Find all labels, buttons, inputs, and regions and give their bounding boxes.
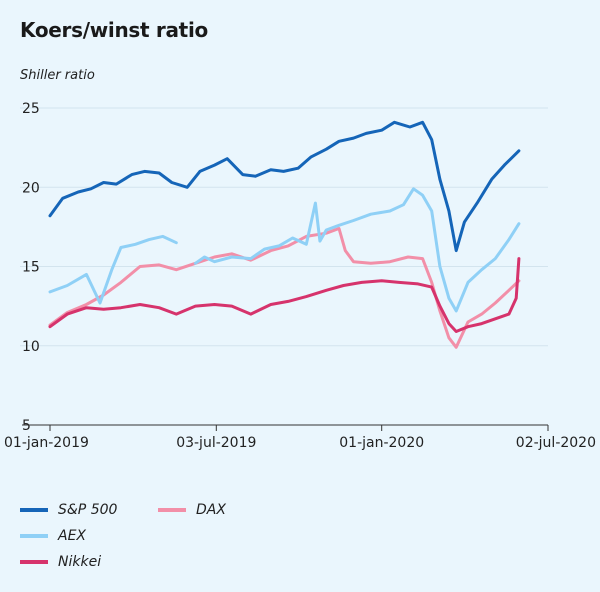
legend-item-nikkei: Nikkei [20,554,101,570]
y-tick-label: 15 [22,260,40,276]
x-tick-label: 02-jul-2020 [516,435,596,451]
legend-item-aex: AEX [20,528,86,544]
legend-swatch-sp500 [20,508,48,512]
gridlines [20,107,548,347]
legend-swatch-nikkei [20,560,48,564]
legend-item-sp500: S&P 500 [20,502,117,518]
legend: S&P 500 DAX AEX Nikkei [20,496,320,580]
x-tick-label: 01-jan-2020 [339,435,424,451]
chart-title: Koers/winst ratio [20,18,208,42]
legend-label-sp500: S&P 500 [58,502,118,518]
y-tick-label: 10 [22,339,40,355]
series-line-aex [48,187,521,313]
x-axis: 01-jan-2019 03-jul-2019 01-jan-2020 02-jul-… [4,424,596,451]
legend-item-dax: DAX [158,502,226,518]
x-tick-label: 03-jul-2019 [176,435,256,451]
legend-swatch-aex [20,534,48,538]
legend-label-dax: DAX [196,502,226,518]
legend-label-aex: AEX [58,528,87,544]
series-line-dax [48,227,521,349]
legend-label-nikkei: Nikkei [58,554,102,570]
y-axis-label: Shiller ratio [20,68,95,83]
legend-swatch-dax [158,508,186,512]
y-tick-label: 5 [22,418,31,434]
series-lines [48,120,521,349]
x-tick-label: 01-jan-2019 [4,435,89,451]
y-tick-labels: 5 10 15 20 25 [22,101,40,434]
series-line-nikkei [48,257,521,333]
y-tick-label: 20 [22,180,40,196]
series-line-sp500 [48,120,521,253]
y-tick-label: 25 [22,101,40,117]
